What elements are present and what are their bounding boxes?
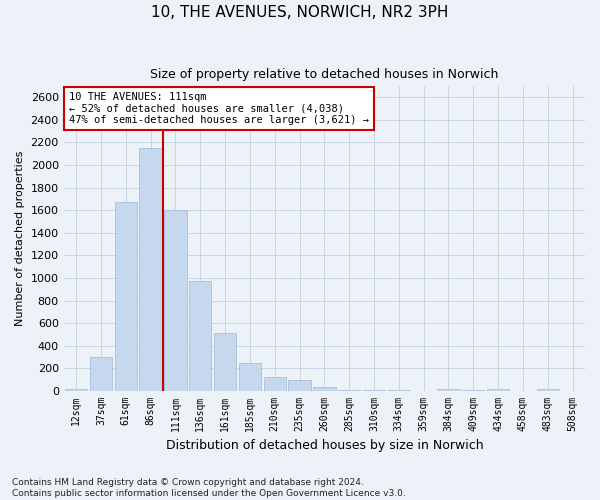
X-axis label: Distribution of detached houses by size in Norwich: Distribution of detached houses by size … bbox=[166, 440, 483, 452]
Bar bbox=[139, 148, 162, 391]
Bar bbox=[214, 334, 236, 391]
Title: Size of property relative to detached houses in Norwich: Size of property relative to detached ho… bbox=[150, 68, 499, 80]
Text: 10, THE AVENUES, NORWICH, NR2 3PH: 10, THE AVENUES, NORWICH, NR2 3PH bbox=[151, 5, 449, 20]
Bar bbox=[388, 390, 410, 391]
Bar bbox=[65, 389, 87, 391]
Bar bbox=[437, 389, 460, 391]
Y-axis label: Number of detached properties: Number of detached properties bbox=[15, 151, 25, 326]
Bar bbox=[90, 357, 112, 391]
Bar bbox=[338, 390, 361, 391]
Bar bbox=[263, 378, 286, 391]
Bar bbox=[189, 281, 211, 391]
Bar bbox=[487, 389, 509, 391]
Bar bbox=[164, 210, 187, 391]
Bar bbox=[239, 364, 261, 391]
Text: 10 THE AVENUES: 111sqm
← 52% of detached houses are smaller (4,038)
47% of semi-: 10 THE AVENUES: 111sqm ← 52% of detached… bbox=[69, 92, 369, 125]
Bar bbox=[536, 389, 559, 391]
Bar bbox=[462, 390, 484, 391]
Text: Contains HM Land Registry data © Crown copyright and database right 2024.
Contai: Contains HM Land Registry data © Crown c… bbox=[12, 478, 406, 498]
Bar bbox=[313, 386, 335, 391]
Bar bbox=[363, 390, 385, 391]
Bar bbox=[115, 202, 137, 391]
Bar bbox=[289, 380, 311, 391]
